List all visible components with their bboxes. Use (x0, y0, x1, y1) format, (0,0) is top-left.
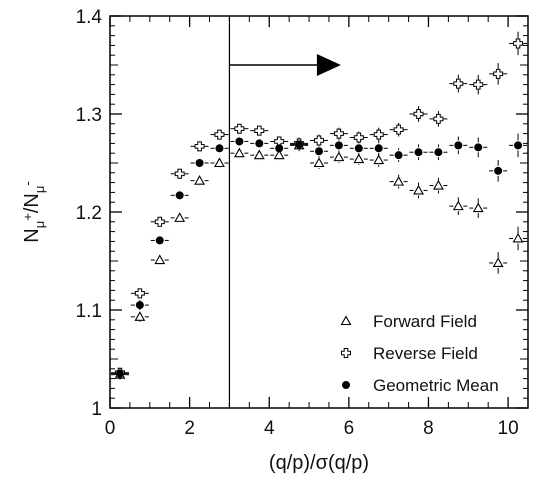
reverse-field-point (393, 124, 404, 135)
x-tick-label: 10 (498, 418, 519, 439)
geometric-mean-point (514, 141, 523, 150)
arrow-head (316, 54, 341, 76)
forward-field-point (174, 212, 186, 222)
forward-field-point (154, 254, 166, 265)
x-axis-ticks: 0 2 4 6 8 10 (105, 16, 529, 439)
x-tick-label: 8 (423, 418, 434, 439)
reverse-field-point (154, 216, 165, 227)
reverse-field-point (194, 141, 205, 152)
geometric-mean-point (115, 369, 124, 378)
legend-reverse-field-marker (341, 348, 351, 358)
reverse-field-point (453, 78, 464, 89)
forward-field-point (353, 153, 365, 164)
reverse-field-point (373, 129, 384, 140)
forward-field-point (373, 154, 385, 165)
reverse-field-point (314, 135, 324, 146)
y-tick-label: 1 (91, 399, 102, 420)
geometric-mean-point (175, 191, 184, 200)
forward-field-point (452, 200, 464, 211)
forward-field-point (313, 157, 325, 168)
forward-field-point (413, 184, 424, 195)
geometric-mean-point (255, 139, 264, 148)
geometric-mean-point (215, 144, 224, 153)
reverse-field-point (254, 125, 265, 136)
forward-field-point (134, 311, 146, 321)
geometric-mean-point (434, 148, 443, 157)
geometric-mean-point (494, 166, 503, 175)
x-tick-label: 0 (105, 418, 116, 439)
reverse-field-point (433, 113, 444, 124)
geometric-mean-point (135, 301, 144, 310)
legend-geometric-mean-marker (342, 381, 350, 389)
legend-geometric-mean-label: Geometric Mean (373, 376, 499, 395)
y-tick-label: 1.2 (76, 203, 102, 224)
reverse-field-point (234, 123, 245, 134)
legend-reverse-field-label: Reverse Field (373, 344, 478, 363)
reverse-field-point (473, 79, 484, 90)
forward-field-point (492, 257, 504, 268)
forward-field-point (253, 149, 265, 160)
geometric-mean-point (275, 144, 284, 153)
geometric-mean-point (454, 141, 463, 150)
forward-field-point (333, 151, 345, 162)
forward-field-point (273, 149, 285, 160)
x-tick-label: 2 (184, 418, 195, 439)
cut-overlay (228, 16, 341, 408)
reverse-field-point (353, 132, 364, 143)
forward-field-point (512, 232, 524, 243)
reverse-field-point (214, 129, 225, 140)
geometric-mean-point (295, 140, 304, 149)
geometric-mean-point (354, 144, 363, 153)
forward-field-point (233, 147, 245, 158)
forward-field-point (432, 179, 444, 190)
geometric-mean-point (155, 236, 164, 245)
x-tick-label: 4 (264, 418, 275, 439)
geometric-mean-point (195, 159, 204, 167)
forward-field-point (393, 175, 405, 186)
geometric-mean-point (374, 144, 383, 153)
legend: Forward Field Reverse Field Geometric Mean (340, 312, 499, 395)
y-tick-label: 1.3 (76, 105, 102, 126)
geometric-mean-point (414, 148, 423, 157)
reverse-field-point (513, 38, 524, 49)
geometric-mean-point (315, 147, 323, 156)
reverse-field-point (134, 288, 145, 299)
geometric-mean-point (334, 141, 343, 150)
reverse-field-point (493, 68, 504, 79)
forward-field-point (214, 157, 225, 168)
forward-field-point (194, 175, 206, 185)
y-tick-label: 1.4 (76, 7, 103, 28)
legend-forward-field-marker (340, 315, 352, 326)
reverse-field-point (413, 109, 424, 119)
geometric-mean-point (235, 137, 244, 146)
legend-forward-field-label: Forward Field (373, 312, 477, 331)
x-axis-title: (q/p)/σ(q/p) (269, 452, 369, 474)
data-marks (110, 31, 528, 380)
y-axis-ticks: 1 1.1 1.2 1.3 1.4 (76, 7, 528, 420)
y-axis-title: Nμ+/Nμ- (20, 181, 47, 242)
geometric-mean-point (394, 151, 403, 160)
y-tick-label: 1.1 (76, 301, 102, 322)
geometric-mean-point (474, 143, 483, 152)
forward-field-point (472, 202, 484, 213)
reverse-field-point (174, 168, 185, 179)
reverse-field-point (333, 128, 344, 139)
x-tick-label: 6 (344, 418, 355, 439)
